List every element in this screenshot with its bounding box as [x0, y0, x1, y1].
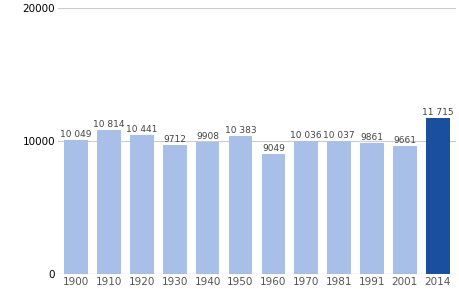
- Text: 9908: 9908: [196, 132, 218, 141]
- Bar: [130, 135, 153, 274]
- Text: 10 441: 10 441: [126, 125, 157, 134]
- Bar: [196, 142, 219, 274]
- Text: 9049: 9049: [261, 144, 284, 153]
- Bar: [392, 146, 416, 274]
- Bar: [359, 143, 383, 274]
- Bar: [162, 145, 186, 274]
- Bar: [64, 140, 88, 274]
- Text: 10 037: 10 037: [323, 131, 354, 140]
- Text: 9661: 9661: [392, 136, 415, 145]
- Text: 11 715: 11 715: [421, 108, 453, 117]
- Text: 10 036: 10 036: [290, 131, 321, 140]
- Bar: [228, 136, 252, 274]
- Text: 9712: 9712: [163, 135, 186, 144]
- Bar: [97, 130, 121, 274]
- Text: 10 049: 10 049: [60, 130, 92, 139]
- Bar: [261, 154, 285, 274]
- Text: 10 383: 10 383: [224, 126, 256, 135]
- Text: 9861: 9861: [360, 133, 383, 142]
- Bar: [294, 141, 317, 274]
- Bar: [326, 141, 350, 274]
- Text: 10 814: 10 814: [93, 120, 124, 129]
- Bar: [425, 118, 448, 274]
